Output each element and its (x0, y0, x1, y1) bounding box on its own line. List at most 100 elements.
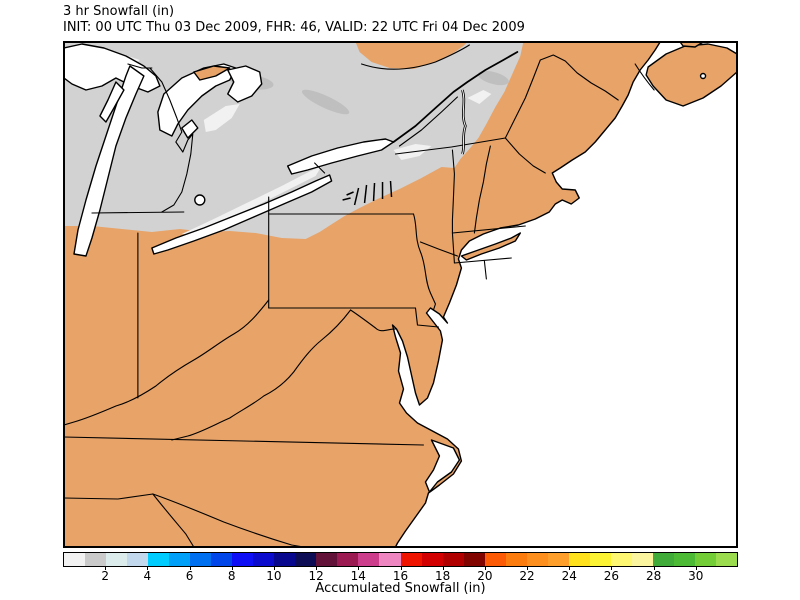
colorbar-tick-mark-24 (569, 566, 571, 570)
st-lawrence-river-south-bank (398, 96, 458, 147)
lake-erie (151, 174, 333, 255)
colorbar-tick-mark-28 (653, 566, 655, 570)
colorbar-tick-mark-18 (442, 566, 444, 570)
border-wv-va (171, 309, 352, 441)
potomac-river (350, 309, 398, 332)
colorbar-cell-18 (421, 553, 443, 566)
snow-patch-heavier-3 (477, 70, 509, 86)
colorbar-tick-mark-10 (273, 566, 275, 570)
lake-michigan (73, 65, 145, 257)
colorbar-tick-label-26: 26 (603, 569, 620, 583)
colorbar-cell-5 (148, 553, 170, 566)
colorbar-tick-label-30: 30 (688, 569, 704, 583)
finger-lakes (342, 180, 393, 206)
colorbar-cell-4 (127, 553, 149, 566)
colorbar-tick-label-24: 24 (561, 569, 577, 583)
colorbar-tick-label-28: 28 (645, 569, 662, 583)
colorbar-tick-label-6: 6 (185, 569, 194, 583)
snow-patch-trace-1 (181, 166, 322, 235)
border-ct-ri (483, 260, 487, 280)
colorbar-tick-label-14: 14 (350, 569, 366, 583)
st-lawrence-river (392, 51, 519, 143)
colorbar-tick-label-8: 8 (227, 569, 236, 583)
border-ny-nj (419, 241, 458, 257)
border-tn-ga (64, 493, 154, 500)
colorbar-cell-12 (295, 553, 317, 566)
atlantic-ocean (391, 42, 737, 547)
green-bay (99, 81, 125, 123)
border-us-canada (394, 137, 506, 155)
colorbar-tick-mark-6 (189, 566, 191, 570)
colorbar-tick-label-16: 16 (392, 569, 409, 583)
colorbar (63, 552, 738, 567)
figure-title: 3 hr Snowfall (in) (63, 4, 175, 19)
colorbar-tick-label-10: 10 (266, 569, 282, 583)
colorbar-cell-26 (589, 553, 611, 566)
delaware-river (412, 213, 436, 311)
map-border (64, 42, 737, 547)
colorbar-cell-11 (274, 553, 296, 566)
saginaw-bay (181, 119, 199, 139)
colorbar-cell-30 (673, 553, 695, 566)
border-vt-nh (473, 145, 491, 234)
colorbar-cell-24 (547, 553, 569, 566)
map-panel (63, 41, 738, 548)
colorbar-cell-8 (211, 553, 233, 566)
colorbar-cell-7 (190, 553, 212, 566)
colorbar-cell-1 (64, 553, 86, 566)
niagara-river (314, 162, 326, 174)
long-island (460, 232, 522, 261)
colorbar-cell-3 (106, 553, 128, 566)
border-on-qc (361, 44, 470, 70)
colorbar-label: Accumulated Snowfall (in) (315, 581, 486, 596)
border-ny-new-england (451, 149, 455, 264)
snow-patch-trace-5 (467, 90, 492, 104)
ohio-river (64, 299, 270, 426)
colorbar-tick-label-12: 12 (308, 569, 324, 583)
colorbar-cell-28 (631, 553, 653, 566)
colorbar-ticks: 2 4 6 8 10 12 14 16 18 20 22 24 26 28 30 (63, 566, 738, 583)
colorbar-cell-32 (715, 553, 737, 566)
colorbar-cell-16 (379, 553, 401, 566)
map-svg (64, 42, 737, 547)
colorbar-cell-25 (568, 553, 590, 566)
border-md-de (414, 307, 439, 328)
figure-subtitle: INIT: 00 UTC Thu 03 Dec 2009, FHR: 46, V… (63, 20, 525, 35)
colorbar-cell-2 (85, 553, 107, 566)
colorbar-cell-10 (253, 553, 275, 566)
lake-ontario (286, 138, 395, 175)
border-maine-canada (504, 54, 619, 139)
colorbar-tick-mark-26 (611, 566, 613, 570)
colorbar-tick-mark-12 (316, 566, 318, 570)
colorbar-cell-13 (316, 553, 338, 566)
colorbar-tick-label-4: 4 (143, 569, 152, 583)
colorbar-tick-label-2: 2 (101, 569, 110, 583)
colorbar-cell-20 (463, 553, 485, 566)
colorbar-cell-9 (232, 553, 254, 566)
colorbar-cell-6 (169, 553, 191, 566)
border-ky-tn-va-nc (64, 436, 425, 446)
lake-champlain-water (461, 89, 466, 155)
colorbar-tick-mark-14 (358, 566, 360, 570)
colorbar-tick-mark-2 (105, 566, 107, 570)
colorbar-cell-23 (526, 553, 548, 566)
border-ma-ct-ri (453, 257, 512, 264)
border-mi-oh-in (91, 211, 185, 214)
border-ga-sc (152, 493, 195, 547)
colorbar-tick-mark-20 (484, 566, 486, 570)
colorbar-tick-mark-22 (527, 566, 529, 570)
colorbar-tick-label-20: 20 (477, 569, 493, 583)
colorbar-tick-label-18: 18 (435, 569, 451, 583)
prince-edward-island (679, 42, 704, 48)
colorbar-tick-mark-4 (147, 566, 149, 570)
colorbar-cell-17 (400, 553, 422, 566)
georgian-bay (227, 65, 263, 103)
snow-patch-trace-2 (203, 104, 240, 132)
michigan-mitten-coast (149, 67, 194, 213)
colorbar-tick-label-22: 22 (519, 569, 535, 583)
colorbar-cell-19 (442, 553, 464, 566)
colorbar-tick-mark-30 (695, 566, 697, 570)
bay-of-fundy-shore (634, 63, 655, 91)
border-nc-sc (152, 493, 305, 547)
